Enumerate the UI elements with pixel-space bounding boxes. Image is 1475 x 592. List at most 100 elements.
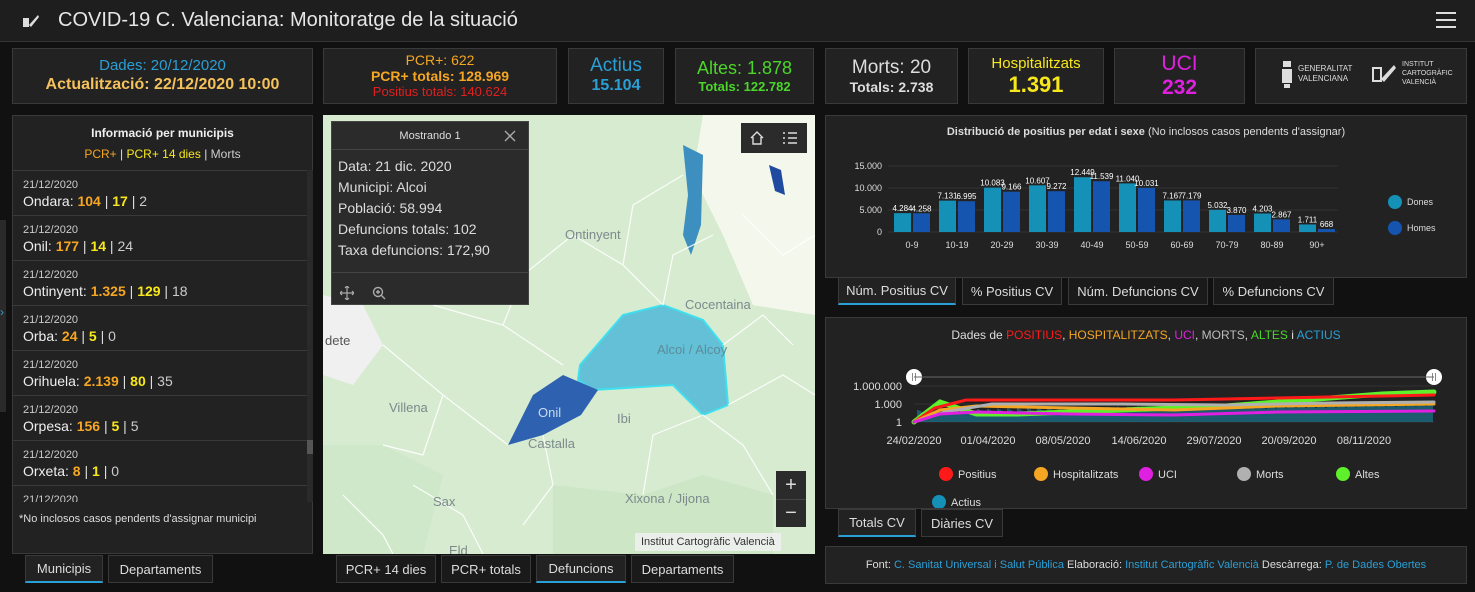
zoom-to-icon[interactable] (372, 286, 386, 300)
x-tick-label: 0-9 (905, 240, 918, 250)
home-icon[interactable] (749, 130, 765, 146)
bar-dones (1254, 213, 1271, 232)
y-tick-label: 1.000.000 (853, 381, 902, 393)
map-label-sax: Sax (433, 494, 456, 509)
download-link[interactable]: P. de Dades Obertes (1324, 559, 1427, 571)
legend-swatch (1034, 467, 1048, 481)
zoom-in-button[interactable]: + (776, 471, 806, 499)
tab-defuncions[interactable]: Defuncions (536, 555, 626, 583)
icv-logo: INSTITUT CARTOGRÀFIC VALENCIÀ (1402, 61, 1453, 86)
hospitalitzats-box: Hospitalitzats 1.391 (968, 48, 1104, 104)
icv-logo-icon (1372, 65, 1396, 82)
map-popup: Mostrando 1 Data: 21 dic. 2020 Municipi:… (331, 121, 529, 305)
expand-arrow-icon[interactable]: › (0, 305, 4, 319)
tab-diaries-cv[interactable]: Diàries CV (921, 509, 1003, 537)
municipis-title: Informació per municipis (91, 126, 234, 140)
x-tick-label: 80-89 (1260, 240, 1283, 250)
source-link[interactable]: C. Sanitat Universal i Salut Pública (893, 559, 1064, 571)
tab-num-defuncions[interactable]: Núm. Defuncions CV (1068, 277, 1208, 305)
pcr-plus: PCR+: 622 (405, 52, 475, 68)
municipis-tabs: Municipis Departaments (25, 555, 215, 583)
list-item[interactable]: 21/12/2020 Ontinyent: 1.325 | 129 | 18 (13, 261, 307, 306)
bar-data-label: 11.040 (1116, 174, 1140, 183)
map-label-xixona: Xixona / Jijona (625, 491, 710, 506)
y-tick-label: 15.000 (854, 161, 882, 171)
legend-label: UCI (1158, 469, 1177, 481)
legend-swatch (1388, 221, 1402, 235)
tab-pct-defuncions[interactable]: % Defuncions CV (1213, 277, 1334, 305)
map-label-elda: Eld (449, 543, 468, 554)
uci-box: UCI 232 (1114, 48, 1245, 104)
bar-data-label: 6.995 (956, 192, 977, 201)
y-tick-label: 1 (896, 417, 902, 429)
map-label-onil: Onil (538, 405, 562, 420)
bar-chart-title: Distribució de positius per edat i sexe … (946, 126, 1346, 138)
legend-swatch (939, 467, 953, 481)
tab-pct-positius[interactable]: % Positius CV (962, 277, 1062, 305)
scrollbar-thumb[interactable] (307, 440, 313, 454)
hamburger-menu-icon[interactable] (1436, 12, 1456, 28)
close-icon[interactable] (504, 130, 516, 142)
bar-dones (1074, 177, 1091, 232)
morts-box: Morts: 20 Totals: 2.738 (825, 48, 958, 104)
list-item[interactable]: 21/12/2020 (13, 486, 307, 502)
hospitalitzats-line (912, 402, 1436, 424)
zoom-out-button[interactable]: − (776, 499, 806, 527)
line-chart-title: Dades de POSITIUS, HOSPITALITZATS, UCI, … (951, 328, 1341, 342)
tab-totals-cv[interactable]: Totals CV (838, 509, 916, 537)
legend-list-icon[interactable] (782, 130, 798, 146)
bar-homes (1228, 214, 1245, 232)
legend-label: Morts (1256, 469, 1284, 481)
list-scrollbar[interactable] (307, 170, 313, 502)
side-expander[interactable] (0, 220, 6, 412)
municipis-footnote: *No inclosos casos pendents d'assignar m… (19, 513, 257, 525)
update-date: Actualització: 22/12/2020 10:00 (45, 76, 280, 93)
map-toolbar (741, 123, 807, 153)
map-view[interactable]: Ontinyent Cocentaina Alcoi / Alcoy Onil … (323, 115, 815, 554)
bar-dones (1299, 224, 1316, 232)
uci-line (912, 409, 1436, 424)
data-date: Dades: 20/12/2020 (99, 57, 226, 74)
x-tick-label: 90+ (1309, 240, 1324, 250)
actius-value: 15.104 (591, 77, 641, 94)
bar-chart-tabs: Núm. Positius CV % Positius CV Núm. Defu… (838, 277, 1338, 305)
elaboration-link[interactable]: Institut Cartogràfic Valencià (1125, 559, 1259, 571)
bar-data-label: 5.032 (1207, 201, 1228, 210)
actius-box: Actius 15.104 (568, 48, 664, 104)
uci-label: UCI (1161, 52, 1198, 75)
altes-totals: Totals: 122.782 (698, 79, 791, 94)
tab-departaments[interactable]: Departaments (108, 555, 213, 583)
map-label-villena: Villena (389, 400, 428, 415)
pan-icon[interactable] (340, 286, 354, 300)
map-canvas[interactable] (323, 115, 815, 554)
uci-value: 232 (1161, 76, 1198, 99)
x-tick-label: 70-79 (1215, 240, 1238, 250)
list-item[interactable]: 21/12/2020 Onil: 177 | 14 | 24 (13, 216, 307, 261)
bar-dones (1164, 200, 1181, 232)
list-item[interactable]: 21/12/2020 Ondara: 104 | 17 | 2 (13, 171, 307, 216)
municipis-list: 21/12/2020 Ondara: 104 | 17 | 2 21/12/20… (13, 170, 307, 502)
bar-data-label: 10.031 (1134, 179, 1159, 188)
x-tick-label: 14/06/2020 (1111, 435, 1166, 447)
map-label-cocentaina: Cocentaina (685, 297, 751, 312)
tab-pcr-14-dies[interactable]: PCR+ 14 dies (336, 555, 436, 583)
x-tick-label: 40-49 (1080, 240, 1103, 250)
legend-label: Actius (951, 497, 981, 508)
list-item[interactable]: 21/12/2020 Orxeta: 8 | 1 | 0 (13, 441, 307, 486)
x-tick-label: 30-39 (1035, 240, 1058, 250)
bar-data-label: 3.870 (1226, 206, 1247, 215)
legend-label: Homes (1407, 223, 1436, 233)
tab-municipis[interactable]: Municipis (25, 555, 103, 583)
list-item[interactable]: 21/12/2020 Orihuela: 2.139 | 80 | 35 (13, 351, 307, 396)
tab-departaments-map[interactable]: Departaments (631, 555, 734, 583)
map-label-ibi: Ibi (617, 411, 631, 426)
list-item[interactable]: 21/12/2020 Orpesa: 156 | 5 | 5 (13, 396, 307, 441)
legend-label: Hospitalitzats (1053, 469, 1119, 481)
list-item[interactable]: 21/12/2020 Orba: 24 | 5 | 0 (13, 306, 307, 351)
tab-num-positius[interactable]: Núm. Positius CV (838, 277, 956, 305)
tab-pcr-totals[interactable]: PCR+ totals (441, 555, 531, 583)
bar-homes (1183, 200, 1200, 232)
bar-data-label: 4.284 (892, 204, 913, 213)
positius-totals: Positius totals: 140.624 (372, 84, 508, 99)
totals-chart-panel: Dades de POSITIUS, HOSPITALITZATS, UCI, … (825, 317, 1467, 509)
